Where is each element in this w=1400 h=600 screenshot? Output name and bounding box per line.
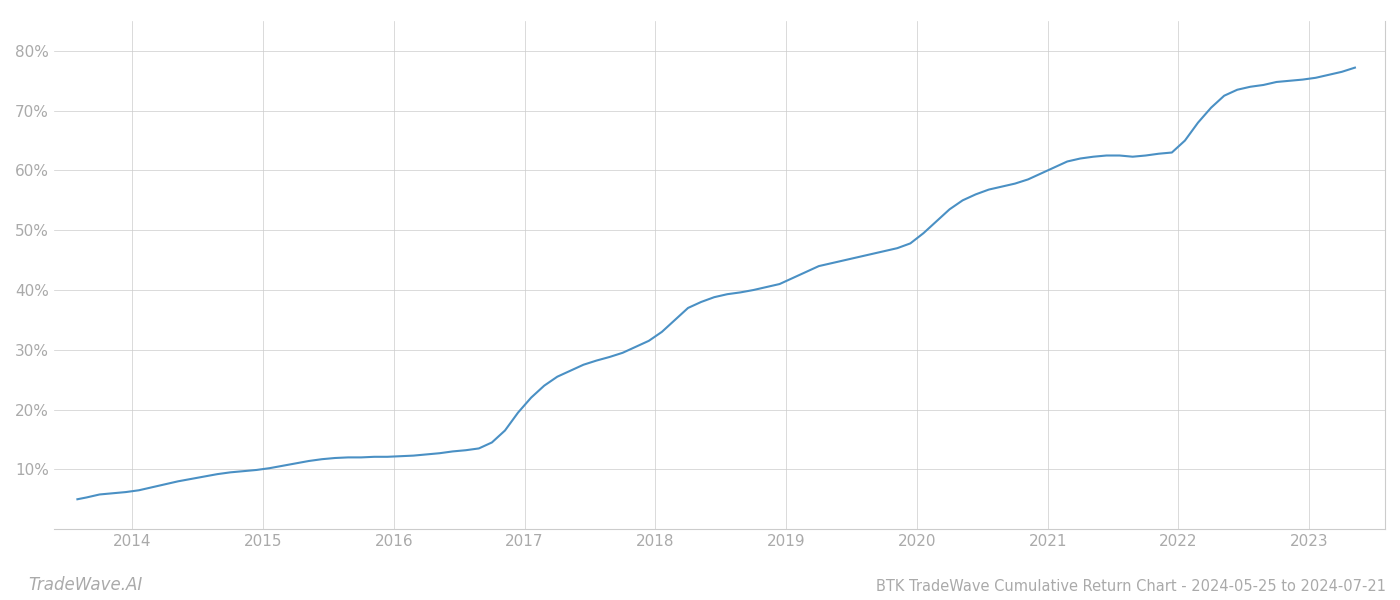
Text: TradeWave.AI: TradeWave.AI — [28, 576, 143, 594]
Text: BTK TradeWave Cumulative Return Chart - 2024-05-25 to 2024-07-21: BTK TradeWave Cumulative Return Chart - … — [876, 579, 1386, 594]
